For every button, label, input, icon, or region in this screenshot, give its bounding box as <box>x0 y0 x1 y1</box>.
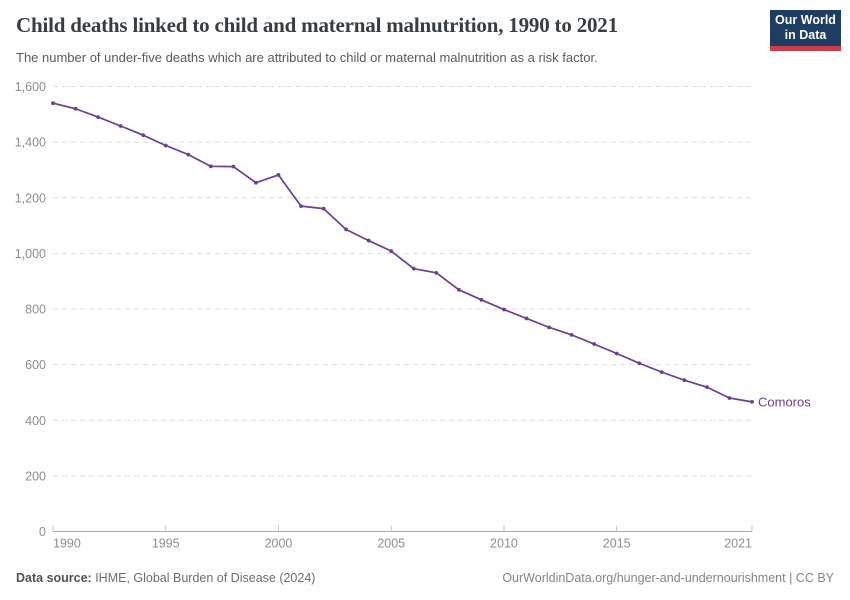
data-source-note: Data source: IHME, Global Burden of Dise… <box>16 571 315 585</box>
data-point[interactable] <box>411 266 416 271</box>
footer-links: OurWorldinData.org/hunger-and-undernouri… <box>502 571 834 585</box>
series-line[interactable] <box>52 102 753 403</box>
x-tick-label: 1990 <box>53 537 81 551</box>
data-point[interactable] <box>51 101 55 106</box>
x-tick-label: 2021 <box>724 537 752 551</box>
y-tick-label: 1,000 <box>15 247 46 261</box>
x-tick-label: 2000 <box>265 537 293 551</box>
data-point[interactable] <box>434 270 439 275</box>
chart-footer: Data source: IHME, Global Burden of Dise… <box>16 571 834 585</box>
data-point[interactable] <box>186 152 191 157</box>
data-point[interactable] <box>96 115 100 119</box>
data-point[interactable] <box>524 316 529 321</box>
y-tick-label: 1,200 <box>15 191 46 205</box>
data-point[interactable] <box>366 238 371 243</box>
data-point[interactable] <box>547 325 551 330</box>
chart-title: Child deaths linked to child and materna… <box>16 13 618 37</box>
data-point[interactable] <box>727 396 732 400</box>
data-point[interactable] <box>321 206 326 211</box>
data-point[interactable] <box>705 385 709 390</box>
data-point[interactable] <box>118 124 123 128</box>
data-point[interactable] <box>73 106 78 111</box>
data-point[interactable] <box>299 204 303 208</box>
owid-logo-line1: Our World <box>775 13 836 27</box>
data-point[interactable] <box>208 164 213 169</box>
data-source-label: Data source: <box>16 571 92 585</box>
data-point[interactable] <box>344 227 349 232</box>
owid-logo[interactable]: Our World in Data <box>770 10 841 51</box>
y-tick-label: 1,600 <box>15 80 46 94</box>
data-point[interactable] <box>389 249 394 254</box>
data-point[interactable] <box>479 297 484 302</box>
x-tick-label: 1995 <box>152 537 180 551</box>
series-end-label: Comoros <box>758 394 811 409</box>
y-tick-label: 200 <box>25 469 46 483</box>
data-point[interactable] <box>456 287 461 292</box>
data-point[interactable] <box>659 370 664 375</box>
x-tick-label: 2005 <box>377 537 405 551</box>
y-tick-label: 1,400 <box>15 136 46 150</box>
x-tick-label: 2010 <box>490 537 518 551</box>
owid-logo-line2: in Data <box>784 28 827 42</box>
data-point[interactable] <box>254 180 258 185</box>
y-tick-label: 0 <box>39 525 46 539</box>
data-point[interactable] <box>569 332 574 337</box>
data-point[interactable] <box>502 307 506 312</box>
owid-url-link[interactable]: OurWorldinData.org/hunger-and-undernouri… <box>502 571 786 585</box>
data-point[interactable] <box>163 143 168 148</box>
data-point[interactable] <box>637 361 642 366</box>
data-point[interactable] <box>750 399 754 404</box>
data-point[interactable] <box>682 378 687 383</box>
y-tick-label: 800 <box>25 303 46 317</box>
footer-separator: | <box>785 571 796 585</box>
y-tick-label: 600 <box>25 358 46 372</box>
data-point[interactable] <box>276 173 281 177</box>
cc-by-license-link[interactable]: CC BY <box>795 571 834 585</box>
data-point[interactable] <box>141 133 146 138</box>
chart-subtitle: The number of under-five deaths which ar… <box>16 50 598 65</box>
data-source-value: IHME, Global Burden of Disease (2024) <box>91 571 316 585</box>
data-point[interactable] <box>592 342 597 346</box>
data-point[interactable] <box>614 351 619 356</box>
y-tick-label: 400 <box>25 414 46 428</box>
x-tick-label: 2015 <box>603 537 631 551</box>
data-point[interactable] <box>231 164 236 169</box>
